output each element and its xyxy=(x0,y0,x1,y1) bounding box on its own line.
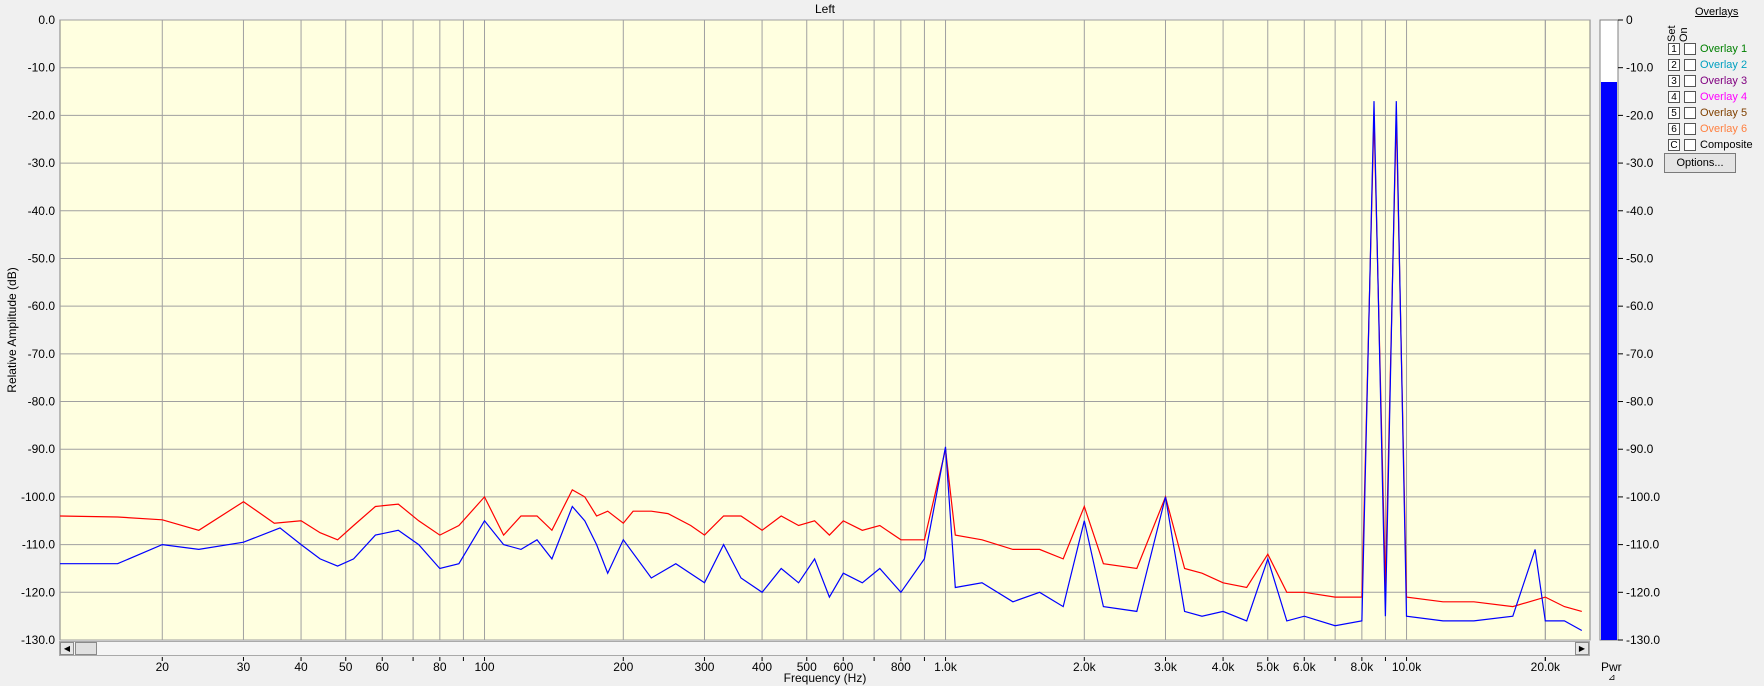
y-tick-label: -40.0 xyxy=(28,204,56,218)
overlay-row: 1 Overlay 1 xyxy=(1668,42,1747,56)
x-tick-label: 60 xyxy=(376,660,390,674)
y-tick-label: -20.0 xyxy=(28,108,56,122)
x-tick-label: 400 xyxy=(752,660,772,674)
y-tick-label: -50.0 xyxy=(28,251,56,265)
overlay-row: 4 Overlay 4 xyxy=(1668,90,1747,104)
meter-tick-label: -120.0 xyxy=(1626,585,1660,599)
scroll-right-button[interactable]: ▶ xyxy=(1575,642,1589,655)
x-tick-label: 10.0k xyxy=(1392,660,1422,674)
series-line-blue xyxy=(60,101,1583,632)
y-tick-label: -70.0 xyxy=(28,347,56,361)
overlay-set-button[interactable]: 2 xyxy=(1668,59,1680,71)
meter-tick-label: -100.0 xyxy=(1626,490,1660,504)
overlay-set-button[interactable]: 5 xyxy=(1668,107,1680,119)
overlay-label: Overlay 6 xyxy=(1700,123,1748,135)
overlay-set-button[interactable]: 3 xyxy=(1668,75,1680,87)
y-tick-label: -90.0 xyxy=(28,442,56,456)
overlay-row: 5 Overlay 5 xyxy=(1668,106,1747,120)
horizontal-scrollbar[interactable]: ◀ ▶ xyxy=(59,641,1590,656)
y-tick-label: -80.0 xyxy=(28,395,56,409)
x-tick-label: 80 xyxy=(433,660,447,674)
overlay-label: Overlay 2 xyxy=(1700,59,1748,71)
overlay-set-button[interactable]: 4 xyxy=(1668,91,1680,103)
x-tick-label: 300 xyxy=(694,660,714,674)
y-tick-label: -110.0 xyxy=(22,538,55,552)
y-axis-label-wrap: Relative Amplitude (dB) xyxy=(2,20,22,640)
x-tick-label: 3.0k xyxy=(1154,660,1178,674)
overlay-on-checkbox[interactable] xyxy=(1684,139,1696,151)
meter-tick-label: -50.0 xyxy=(1626,251,1654,265)
meter-tick-label: -20.0 xyxy=(1626,108,1654,122)
y-tick-label: -60.0 xyxy=(28,299,56,313)
x-tick-label: 800 xyxy=(891,660,911,674)
overlay-on-checkbox[interactable] xyxy=(1684,59,1696,71)
meter-tick-label: -30.0 xyxy=(1626,156,1654,170)
overlay-label: Overlay 4 xyxy=(1700,91,1748,103)
x-tick-label: 20.0k xyxy=(1531,660,1561,674)
y-tick-label: -10.0 xyxy=(28,61,56,75)
power-meter-fill xyxy=(1601,82,1617,640)
meter-tick-label: -40.0 xyxy=(1626,204,1654,218)
x-tick-label: 4.0k xyxy=(1212,660,1236,674)
meter-tick-label: -60.0 xyxy=(1626,299,1654,313)
x-tick-label: 600 xyxy=(833,660,853,674)
overlay-on-checkbox[interactable] xyxy=(1684,123,1696,135)
overlay-set-button[interactable]: 6 xyxy=(1668,123,1680,135)
overlay-set-button[interactable]: C xyxy=(1668,139,1680,151)
overlay-label: Overlay 1 xyxy=(1700,43,1748,55)
x-tick-label: 500 xyxy=(797,660,817,674)
x-tick-label: 30 xyxy=(237,660,251,674)
x-tick-label: 50 xyxy=(339,660,353,674)
overlay-on-checkbox[interactable] xyxy=(1684,107,1696,119)
overlay-row: 2 Overlay 2 xyxy=(1668,58,1747,72)
on-header: On xyxy=(1678,27,1690,42)
overlay-row: 3 Overlay 3 xyxy=(1668,74,1747,88)
overlay-set-button[interactable]: 1 xyxy=(1668,43,1680,55)
set-header: Set xyxy=(1666,25,1678,42)
scroll-thumb[interactable] xyxy=(75,642,97,655)
y-tick-label: -100.0 xyxy=(21,490,55,504)
scroll-left-button[interactable]: ◀ xyxy=(60,642,74,655)
overlay-label: Overlay 5 xyxy=(1700,107,1748,119)
y-tick-label: -30.0 xyxy=(28,156,56,170)
y-tick-label: -130.0 xyxy=(21,633,55,647)
x-tick-label: 8.0k xyxy=(1351,660,1375,674)
meter-tick-label: -130.0 xyxy=(1626,633,1660,647)
overlay-on-checkbox[interactable] xyxy=(1684,43,1696,55)
overlay-on-checkbox[interactable] xyxy=(1684,91,1696,103)
meter-tick-label: -70.0 xyxy=(1626,347,1654,361)
x-tick-label: 100 xyxy=(474,660,494,674)
options-button[interactable]: Options... xyxy=(1664,153,1736,173)
power-meter-label: Pwr xyxy=(1601,660,1622,674)
overlays-title: Overlays xyxy=(1695,6,1739,18)
plot-area xyxy=(59,19,1591,641)
meter-tick-label: -110.0 xyxy=(1626,538,1659,552)
y-tick-label: 0.0 xyxy=(38,13,55,27)
y-axis-label: Relative Amplitude (dB) xyxy=(5,267,19,393)
overlay-on-checkbox[interactable] xyxy=(1684,75,1696,87)
meter-tick-label: -10.0 xyxy=(1626,61,1654,75)
y-tick-label: -120.0 xyxy=(21,585,55,599)
meter-tick-label: -90.0 xyxy=(1626,442,1654,456)
x-tick-label: 6.0k xyxy=(1293,660,1317,674)
x-axis-label: Frequency (Hz) xyxy=(783,671,867,685)
meter-tick-label: 0 xyxy=(1626,13,1633,27)
resize-corner-icon[interactable]: ⊿ xyxy=(1608,672,1616,682)
meter-tick-label: -80.0 xyxy=(1626,395,1654,409)
chart-title: Left xyxy=(814,2,835,16)
series-line-red xyxy=(59,115,1582,612)
overlay-label: Composite xyxy=(1700,139,1753,151)
x-tick-label: 40 xyxy=(294,660,308,674)
x-tick-label: 200 xyxy=(613,660,633,674)
x-tick-label: 5.0k xyxy=(1256,660,1280,674)
overlay-label: Overlay 3 xyxy=(1700,75,1748,87)
x-tick-label: 20 xyxy=(156,660,170,674)
overlay-row: 6 Overlay 6 xyxy=(1668,122,1747,136)
overlay-row: C Composite xyxy=(1668,138,1753,152)
x-tick-label: 2.0k xyxy=(1073,660,1097,674)
x-tick-label: 1.0k xyxy=(934,660,958,674)
